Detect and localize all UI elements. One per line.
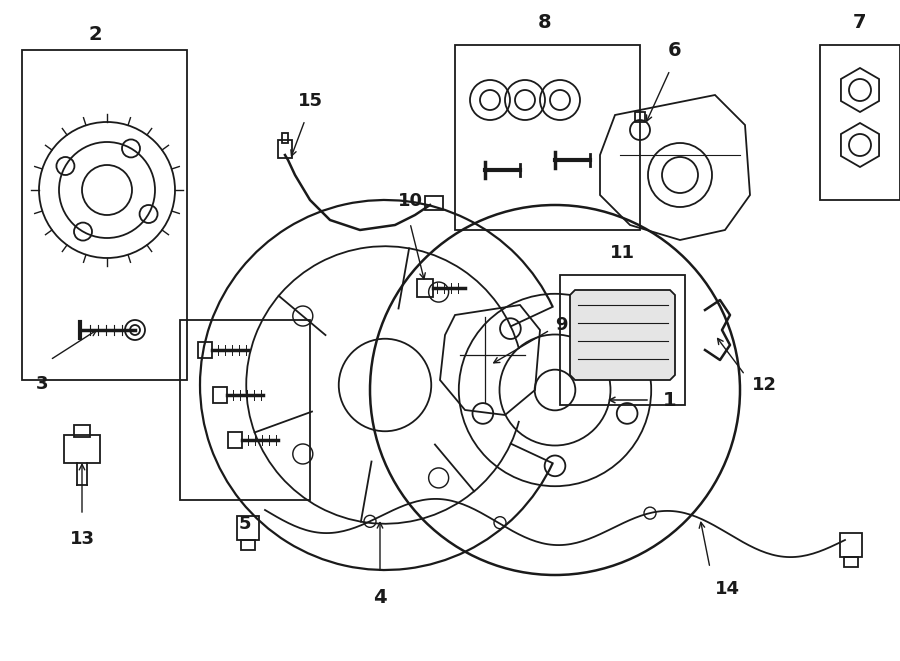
Bar: [22, 50, 187, 380]
Bar: [840, 533, 862, 557]
Text: 3: 3: [36, 375, 49, 393]
Text: 12: 12: [752, 376, 777, 394]
Bar: [282, 133, 288, 143]
Bar: [635, 112, 645, 122]
Bar: [278, 140, 292, 158]
Bar: [425, 196, 443, 210]
Text: 9: 9: [555, 316, 568, 334]
Bar: [74, 425, 90, 437]
Text: 5: 5: [238, 515, 251, 533]
Text: 6: 6: [668, 41, 682, 60]
Bar: [198, 342, 212, 358]
Bar: [180, 320, 310, 500]
Bar: [844, 557, 858, 567]
Text: 2: 2: [88, 26, 102, 44]
Bar: [237, 516, 259, 540]
Polygon shape: [570, 290, 675, 380]
Text: 1: 1: [663, 391, 677, 410]
Text: 15: 15: [298, 92, 322, 110]
Text: 10: 10: [398, 192, 422, 210]
Bar: [820, 45, 900, 200]
Text: 8: 8: [538, 13, 552, 32]
Text: 13: 13: [69, 530, 94, 548]
Text: 11: 11: [609, 244, 634, 262]
Bar: [455, 45, 640, 230]
Bar: [213, 387, 227, 403]
Bar: [560, 275, 685, 405]
Bar: [417, 279, 433, 297]
Bar: [64, 435, 100, 463]
Text: 4: 4: [374, 588, 387, 607]
Text: 14: 14: [715, 580, 740, 598]
Text: 7: 7: [853, 13, 867, 32]
Bar: [241, 540, 255, 550]
Bar: [228, 432, 242, 448]
